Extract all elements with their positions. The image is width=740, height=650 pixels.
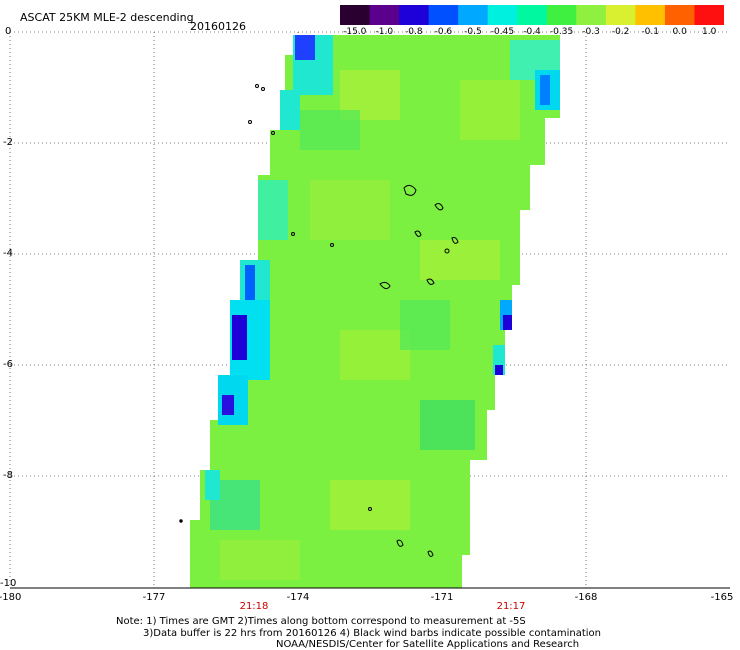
color-scale-swatch bbox=[428, 5, 459, 25]
time-label: 21:17 bbox=[496, 601, 526, 612]
color-scale-label: -0.4 bbox=[523, 27, 541, 37]
color-scale-label: -0.35 bbox=[549, 27, 574, 37]
map-title: ASCAT 25KM MLE-2 descending bbox=[20, 11, 194, 24]
footer-credit: NOAA/NESDIS/Center for Satellite Applica… bbox=[276, 639, 580, 650]
scatterometer-swath bbox=[190, 35, 560, 588]
y-tick-label: -8 bbox=[3, 470, 13, 481]
y-tick-label: -4 bbox=[3, 248, 13, 259]
footer-note-1: Note: 1) Times are GMT 2)Times along bot… bbox=[116, 616, 526, 627]
x-tick-label: -177 bbox=[142, 592, 166, 603]
color-scale-label: 0.0 bbox=[672, 27, 687, 37]
island-outlines bbox=[179, 84, 459, 557]
color-scale-swatches bbox=[340, 5, 724, 25]
color-scale-swatch bbox=[399, 5, 430, 25]
color-scale-label: -1.0 bbox=[375, 27, 394, 37]
color-scale-label: 1.0 bbox=[702, 27, 717, 37]
color-scale-label: -0.5 bbox=[464, 27, 482, 37]
color-scale-swatch bbox=[694, 5, 724, 25]
color-scale-label: -0.8 bbox=[405, 27, 423, 37]
y-tick-label: -10 bbox=[0, 578, 17, 589]
color-scale-swatch bbox=[458, 5, 489, 25]
color-scale-swatch bbox=[546, 5, 577, 25]
color-scale-swatch bbox=[487, 5, 518, 25]
time-label: 21:18 bbox=[239, 601, 269, 612]
x-tick-label: -165 bbox=[710, 592, 734, 603]
color-scale-swatch bbox=[340, 5, 371, 25]
x-tick-label: -180 bbox=[0, 592, 22, 603]
x-tick-label: -174 bbox=[286, 592, 310, 603]
y-tick-label: -6 bbox=[3, 359, 13, 370]
color-scale-swatch bbox=[635, 5, 666, 25]
color-scale-swatch bbox=[605, 5, 636, 25]
color-scale-swatch bbox=[576, 5, 607, 25]
color-scale-label: -0.6 bbox=[434, 27, 453, 37]
color-scale-label: -0.2 bbox=[611, 27, 630, 37]
x-tick-label: -168 bbox=[574, 592, 598, 603]
color-scale-label: -0.3 bbox=[582, 27, 600, 37]
x-tick-label: -171 bbox=[430, 592, 454, 603]
y-tick-label: -2 bbox=[3, 137, 13, 148]
color-scale-swatch bbox=[517, 5, 548, 25]
y-tick-label: 0 bbox=[5, 26, 12, 37]
footer-note-2: 3)Data buffer is 22 hrs from 20160126 4)… bbox=[143, 628, 601, 639]
color-scale-swatch bbox=[664, 5, 695, 25]
map-date: 20160126 bbox=[190, 20, 246, 33]
color-scale-swatch bbox=[369, 5, 400, 25]
